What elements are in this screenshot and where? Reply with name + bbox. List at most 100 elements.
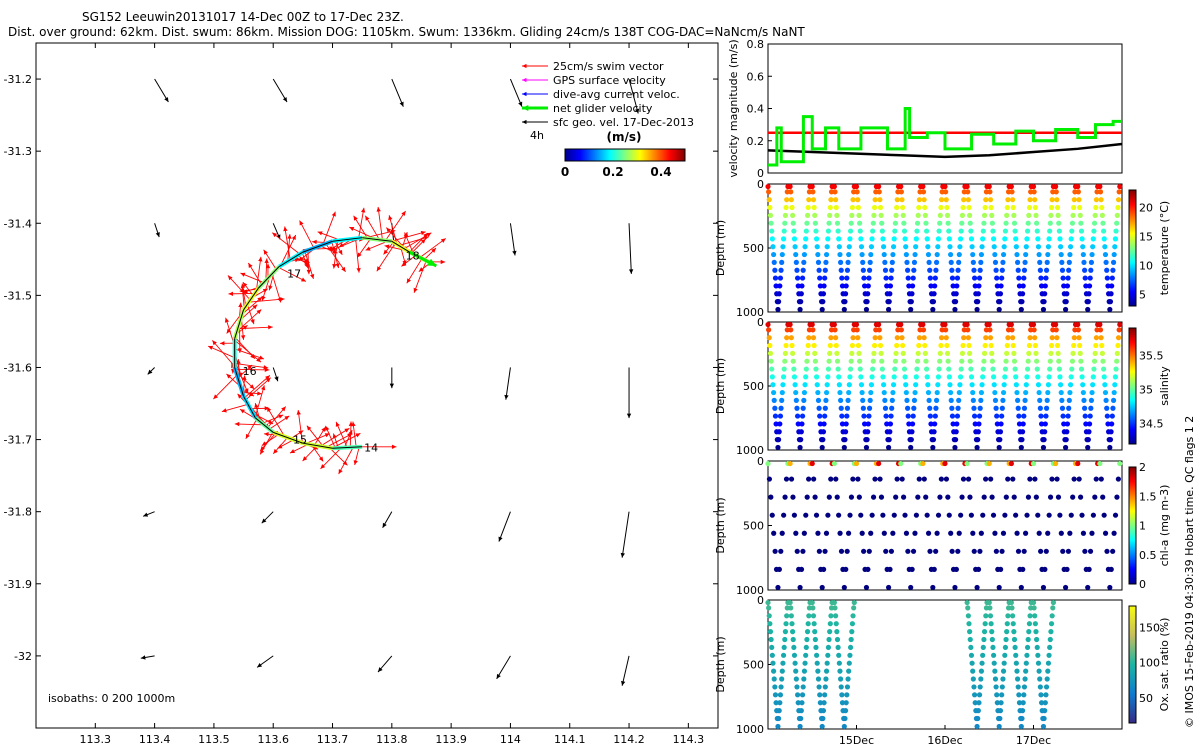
temp-data-point xyxy=(848,220,854,226)
temp-data-point xyxy=(924,228,930,234)
oxy-data-point xyxy=(849,621,856,627)
oxy-data-point xyxy=(851,599,857,606)
glider-track-line xyxy=(332,237,363,242)
chl-data-point xyxy=(1108,566,1114,572)
sal-data-point xyxy=(1063,437,1069,443)
sal-data-point xyxy=(1071,335,1077,341)
temp-data-point xyxy=(975,299,981,305)
oxy-data-point xyxy=(788,613,794,619)
oxy-data-point xyxy=(969,660,975,666)
temp-data-point xyxy=(1056,228,1062,234)
sal-data-point xyxy=(805,342,811,349)
temp-data-point xyxy=(1043,267,1050,273)
oxy-data-point xyxy=(809,599,815,606)
temp-data-point xyxy=(1065,275,1071,281)
temp-data-point xyxy=(920,183,926,190)
temp-data-point xyxy=(952,299,959,305)
oxy-data-point xyxy=(1021,692,1027,698)
oxy-data-point xyxy=(804,629,811,635)
oxy-data-point xyxy=(769,644,775,651)
sal-data-point xyxy=(1085,437,1091,443)
chl-data-point xyxy=(865,566,871,572)
temp-data-point xyxy=(1033,212,1039,218)
chl-data-point xyxy=(1055,494,1062,500)
chl-data-point xyxy=(958,512,964,518)
temp-data-point xyxy=(921,197,927,203)
chl-data-point xyxy=(992,530,998,536)
temp-data-point xyxy=(1019,291,1026,297)
chl-data-point xyxy=(970,530,976,536)
temp-data-point xyxy=(993,267,999,273)
sal-data-point xyxy=(878,350,884,356)
temp-data-point xyxy=(1114,212,1120,218)
temp-data-point xyxy=(922,212,928,218)
sal-data-point xyxy=(1049,335,1055,341)
map-plot: 113.3 113.4 113.5 113.6 113.7 113.8 113.9 114 11… xyxy=(4,42,719,746)
swim-vector xyxy=(283,226,291,260)
temp-data-point xyxy=(827,212,833,218)
temp-data-point xyxy=(1090,236,1096,242)
profile-ytick-label: 0 xyxy=(757,594,764,607)
sal-data-point xyxy=(890,382,897,388)
temp-data-point xyxy=(981,212,988,218)
temp-data-point xyxy=(1067,244,1074,250)
temp-data-point xyxy=(991,244,997,250)
sal-data-point xyxy=(990,366,996,372)
oxy-data-point xyxy=(1020,700,1026,706)
sal-data-point xyxy=(1088,397,1095,403)
swim-vector xyxy=(264,258,269,281)
oxy-data-point xyxy=(992,668,998,674)
oxy-data-point xyxy=(979,660,985,666)
velocity-ytick-label: 0.4 xyxy=(747,103,765,116)
temp-data-point xyxy=(1067,251,1073,258)
sal-data-point xyxy=(932,421,938,427)
oxy-data-point xyxy=(784,613,790,619)
chl-data-point xyxy=(937,494,943,500)
temp-data-point xyxy=(911,267,917,273)
sal-data-point xyxy=(1061,421,1067,427)
oxy-data-point xyxy=(1014,668,1020,674)
chl-colorbar-tick-label: 0.5 xyxy=(1139,549,1157,562)
temp-data-point xyxy=(903,244,909,250)
temp-data-point xyxy=(949,275,956,281)
sal-data-point xyxy=(1058,382,1064,388)
temp-data-point xyxy=(871,204,878,211)
chl-data-point xyxy=(870,494,877,500)
sal-data-point xyxy=(1053,327,1059,333)
map-xtick-label: 114.1 xyxy=(554,733,586,746)
oxy-data-point xyxy=(1014,676,1021,682)
temp-data-point xyxy=(986,183,992,190)
oxy-data-point xyxy=(792,660,798,666)
oxy-data-point xyxy=(820,715,826,722)
oxy-data-point xyxy=(997,708,1004,714)
temp-data-point xyxy=(942,183,948,190)
oxy-data-point xyxy=(839,700,846,706)
oxy-data-point xyxy=(810,605,816,611)
sal-data-point xyxy=(855,342,861,349)
oxy-data-point xyxy=(827,629,833,635)
oxy-data-point xyxy=(999,692,1005,698)
geo-velocity-vector xyxy=(142,511,155,517)
temp-data-point xyxy=(899,197,905,203)
sal-colorbar-tick-label: 35.5 xyxy=(1139,349,1164,362)
swim-vector xyxy=(322,211,336,245)
temp-data-point xyxy=(1011,220,1018,226)
temp-data-point xyxy=(858,244,865,250)
oxy-data-point xyxy=(994,700,1000,706)
oxy-data-point xyxy=(821,700,827,706)
oxy-data-point xyxy=(1012,644,1018,651)
sal-data-point xyxy=(992,397,999,403)
sal-data-point xyxy=(1083,421,1089,427)
temp-data-point xyxy=(868,244,875,250)
temp-data-point xyxy=(825,228,832,234)
chl-data-point xyxy=(1062,584,1069,591)
temp-data-point xyxy=(931,291,937,297)
sal-data-point xyxy=(857,366,863,372)
sal-data-point xyxy=(946,366,952,372)
temp-data-point xyxy=(1108,291,1114,297)
temp-data-point xyxy=(943,189,949,195)
chl-data-point xyxy=(935,512,942,518)
sal-data-point xyxy=(1053,321,1059,328)
temp-data-point xyxy=(965,189,971,195)
